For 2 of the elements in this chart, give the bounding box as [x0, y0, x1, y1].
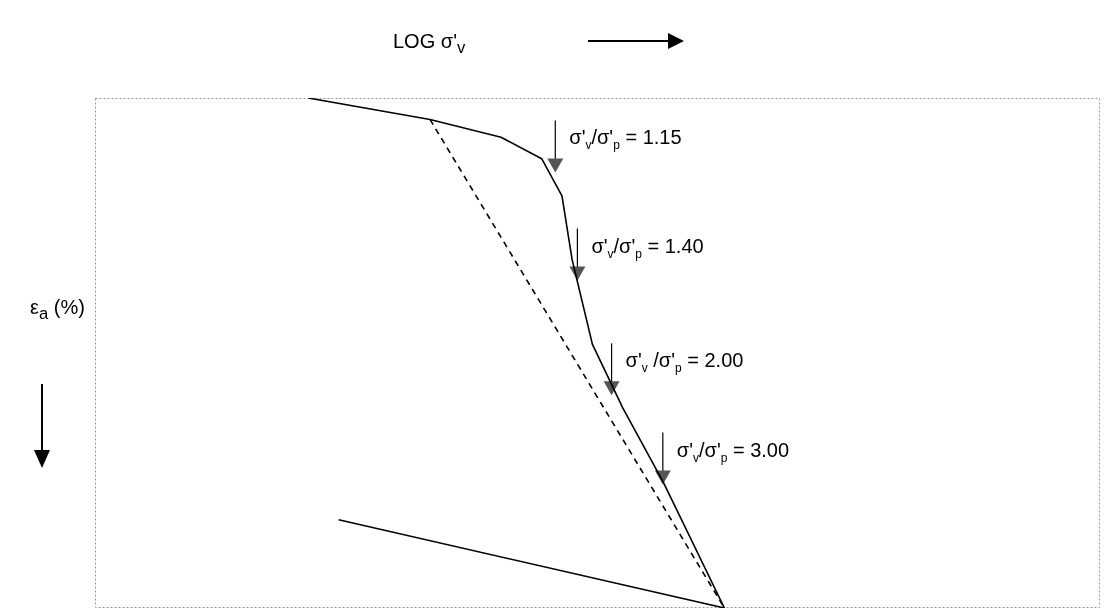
x-axis-title: LOG σ'$_{v}$	[393, 30, 466, 58]
y-axis-title: ε$_{a}$ (%)	[30, 296, 85, 324]
